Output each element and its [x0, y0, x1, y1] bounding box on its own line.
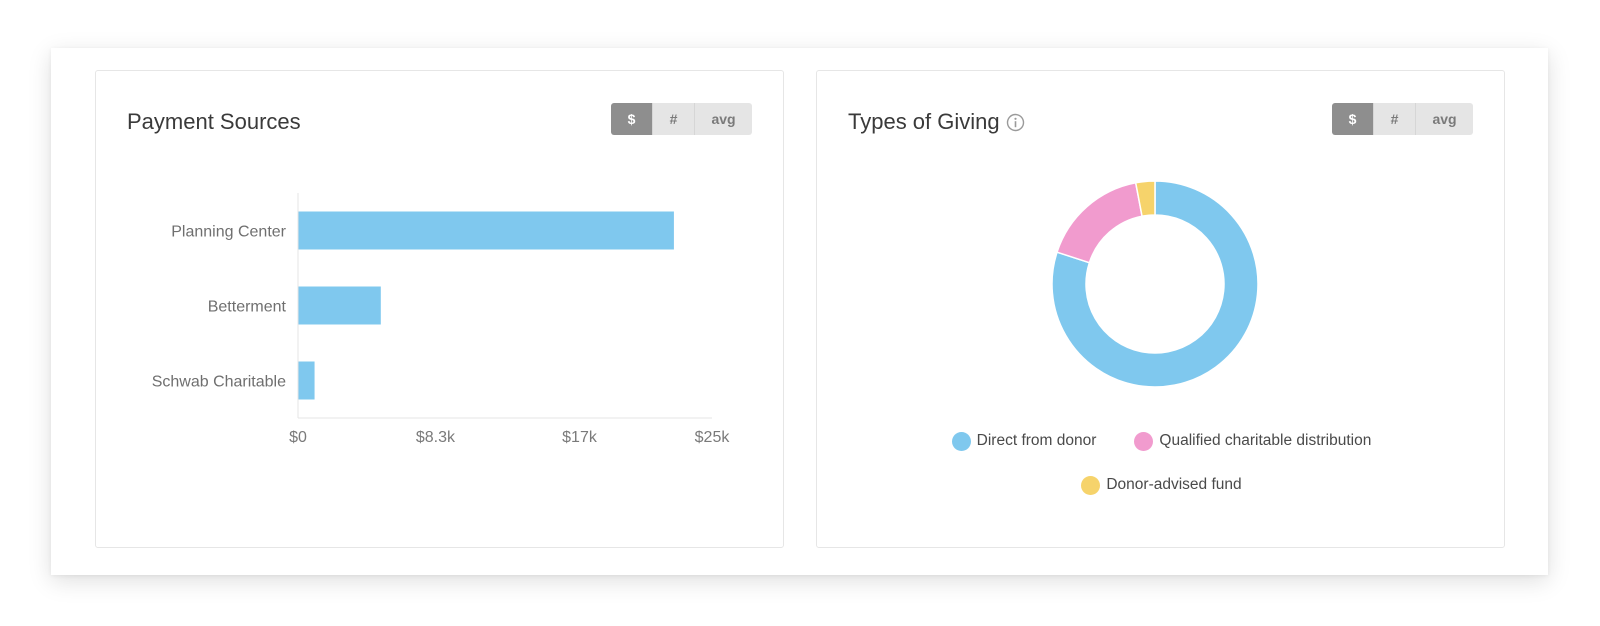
category-label: Betterment [208, 299, 287, 316]
types-of-giving-legend: Direct from donor Qualified charitable d… [817, 431, 1506, 519]
legend-item-direct-from-donor[interactable]: Direct from donor [952, 432, 1097, 451]
bar-betterment [299, 287, 381, 325]
bar-schwab-charitable [299, 362, 315, 400]
x-tick-label: $25k [695, 429, 731, 446]
legend-label: Donor-advised fund [1106, 476, 1241, 494]
legend-item-donor-advised-fund[interactable]: Donor-advised fund [1081, 476, 1241, 495]
category-label: Schwab Charitable [152, 374, 286, 391]
types-of-giving-card: Types of Giving $ # avg Direct from dono… [816, 70, 1505, 548]
legend-row: Donor-advised fund [817, 475, 1506, 495]
legend-swatch [952, 432, 971, 451]
legend-item-qualified-charitable-distribution[interactable]: Qualified charitable distribution [1134, 432, 1371, 451]
legend-row: Direct from donor Qualified charitable d… [817, 431, 1506, 451]
donut-slice-qualified-charitable-distribution [1057, 183, 1142, 263]
legend-swatch [1081, 476, 1100, 495]
category-label: Planning Center [171, 224, 286, 241]
legend-label: Direct from donor [977, 432, 1097, 450]
legend-swatch [1134, 432, 1153, 451]
legend-label: Qualified charitable distribution [1159, 432, 1371, 450]
x-tick-label: $0 [289, 429, 307, 446]
x-tick-label: $8.3k [416, 429, 456, 446]
dashboard-panel: Payment Sources $ # avg Planning Center B… [51, 48, 1548, 575]
bar-planning-center [299, 212, 674, 250]
payment-sources-bar-chart: Planning Center Betterment Schwab Charitab… [96, 71, 785, 549]
types-of-giving-donut-chart [817, 71, 1506, 411]
payment-sources-card: Payment Sources $ # avg Planning Center B… [95, 70, 784, 548]
x-tick-label: $17k [562, 429, 598, 446]
